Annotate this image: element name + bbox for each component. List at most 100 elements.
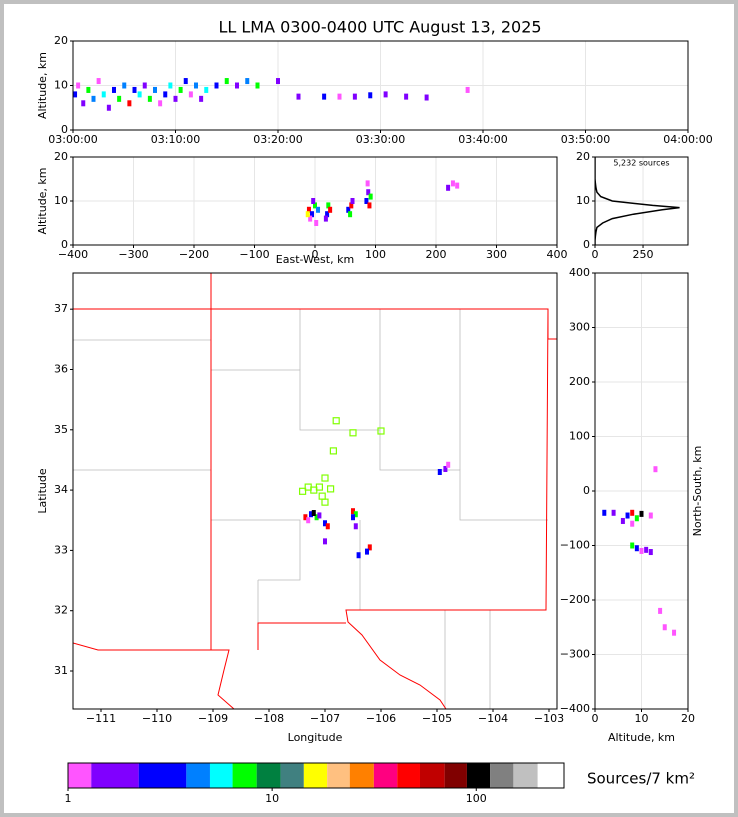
x-axis-label: Altitude, km [608,731,675,744]
panel-frame [72,272,558,710]
x-tick-label: 10 [635,712,649,725]
source-point [311,510,316,517]
colorbar-segment [490,763,514,788]
y-tick-label: 0 [61,238,68,251]
y-tick-label: 400 [569,266,590,279]
source-point [625,512,630,519]
source-point [255,82,260,89]
x-tick-label: 03:30:00 [356,133,405,146]
source-point [137,91,142,98]
source-point [658,607,663,614]
plot-area [595,273,688,709]
x-tick-label: −110 [142,712,172,725]
x-tick-label: 250 [633,248,654,261]
source-point [368,193,373,200]
source-point [662,624,667,631]
plot-area [73,41,688,130]
y-tick-label: −300 [560,648,590,661]
y-axis-label: Altitude, km [36,52,49,119]
source-point [350,514,355,521]
y-tick-label: 34 [54,483,68,496]
y-tick-label: 37 [54,302,68,315]
y-tick-label: 10 [54,79,68,92]
source-point [353,511,358,518]
source-point [127,100,132,107]
source-point [368,92,373,99]
colorbar-segment [419,763,445,788]
station [298,487,307,495]
source-point [322,93,327,100]
plot-area [595,157,688,245]
y-axis-label: Altitude, km [36,167,49,234]
y-tick-label: 20 [576,150,590,163]
panel: 03:00:00 03:10:00 03:20:00 03:30:00 03:40:00… [36,34,713,146]
source-point [348,211,353,218]
x-axis-label: East-West, km [276,253,354,266]
source-point [132,86,137,93]
x-tick-label: 03:50:00 [561,133,610,146]
x-tick-label: −100 [239,248,269,261]
source-point [81,100,86,107]
y-tick-label: 100 [569,430,590,443]
source-point [634,515,639,522]
x-tick-label: 0 [592,248,599,261]
y-tick-label: 35 [54,423,68,436]
colorbar-segment [68,763,92,788]
panel: −111 −110 −109 −108 −107 −106 −105 −104 −103 31 32… [36,272,564,744]
y-tick-label: −400 [560,702,590,715]
y-tick-label: 0 [61,123,68,136]
station [326,485,335,493]
colorbar-tick-label: 100 [466,792,487,805]
y-tick-label: 10 [54,194,68,207]
colorbar-segment [91,763,139,788]
colorbar-segment [373,763,398,788]
county-line [211,369,548,521]
panel: 0 250 0 10 20 5,232 sources [576,150,689,261]
x-tick-label: −109 [198,712,228,725]
colorbar-segment [466,763,491,788]
x-tick-label: 04:00:00 [663,133,712,146]
source-point [346,206,351,213]
colorbar-segment [444,763,467,788]
source-point [306,517,311,524]
source-point [672,629,677,636]
county-line [73,469,301,581]
source-point [365,180,370,187]
colorbar-tick-label: 10 [265,792,279,805]
source-point [306,206,311,213]
state-border [345,308,549,709]
source-point [630,542,635,549]
source-point [314,220,319,226]
source-point [322,520,327,527]
source-point [204,86,209,93]
colorbar-segment [138,763,187,788]
source-point [446,184,451,191]
source-point [101,91,106,98]
x-tick-label: 300 [486,248,507,261]
y-tick-label: −100 [560,539,590,552]
source-point [173,95,178,102]
station [332,417,340,425]
x-tick-label: −300 [118,248,148,261]
x-tick-label: −108 [254,712,284,725]
station [329,447,337,455]
source-point [620,517,625,524]
source-point [276,78,280,85]
source-point [367,202,372,209]
source-point [446,461,451,468]
profile-line [595,157,680,245]
colorbar-segment [232,763,257,788]
x-tick-label: −107 [310,712,340,725]
source-point [147,95,152,102]
y-tick-label: 31 [54,664,68,677]
x-tick-label: −400 [58,248,88,261]
source-point [199,95,204,102]
state-border [73,642,235,709]
source-point [349,202,354,209]
x-tick-label: 0 [312,248,319,261]
source-point [383,91,388,98]
source-point [465,86,470,93]
colorbar-tick-label: 1 [65,792,72,805]
colorbar-segment [303,763,328,788]
plot-area [73,273,557,709]
